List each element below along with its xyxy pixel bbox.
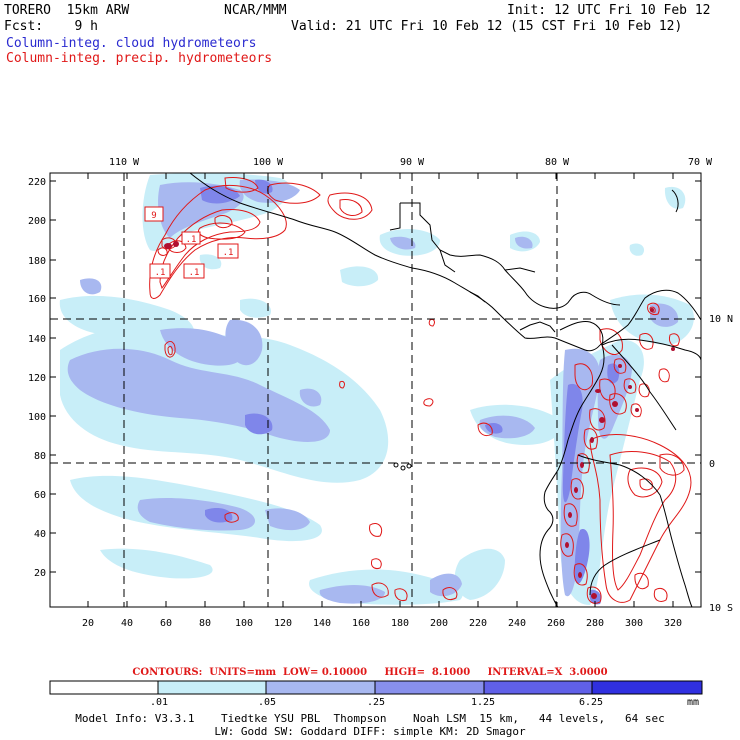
colorbar-seg-1 xyxy=(157,680,267,695)
x-tick-280: 280 xyxy=(586,618,604,629)
map-area: 9 .1 .1 .1 .1 xyxy=(50,173,701,607)
colorbar-label-125: 1.25 xyxy=(471,697,496,708)
x-tick-320: 320 xyxy=(664,618,682,629)
lat-label-0: 0 xyxy=(709,459,715,470)
x-tick-100: 100 xyxy=(235,618,253,629)
precip-contours xyxy=(149,177,692,604)
x-tick-120: 120 xyxy=(274,618,292,629)
x-tick-80: 80 xyxy=(199,618,211,629)
init-time: Init: 12 UTC Fri 10 Feb 12 xyxy=(507,3,711,18)
lon-label-90w: 90 W xyxy=(400,157,425,168)
x-tick-140: 140 xyxy=(313,618,331,629)
lon-label-70w: 70 W xyxy=(688,157,713,168)
x-tick-220: 220 xyxy=(469,618,487,629)
contour-label-boxes: 9 .1 .1 .1 .1 xyxy=(144,206,239,279)
precip-cores xyxy=(164,241,675,599)
y-tick-40: 40 xyxy=(34,529,46,540)
x-tick-160: 160 xyxy=(352,618,370,629)
lon-label-80w: 80 W xyxy=(545,157,570,168)
cloud-shading-dark xyxy=(200,179,620,605)
y-tick-80: 80 xyxy=(34,451,46,462)
colorbar-unit: mm xyxy=(687,697,700,708)
lon-label-110w: 110 W xyxy=(109,157,140,168)
y-tick-160: 160 xyxy=(28,294,46,305)
colorbar-label-025: .25 xyxy=(367,697,386,708)
x-tick-180: 180 xyxy=(391,618,409,629)
y-tick-200: 200 xyxy=(28,216,46,227)
colorbar-seg-4 xyxy=(483,680,593,695)
colorbar-label-625: 6.25 xyxy=(579,697,604,708)
field-precip-label: Column-integ. precip. hydrometeors xyxy=(6,51,273,66)
y-tick-140: 140 xyxy=(28,334,46,345)
y-tick-60: 60 xyxy=(34,490,46,501)
coastlines xyxy=(189,173,701,607)
colorbar-seg-5 xyxy=(591,680,703,695)
y-tick-220: 220 xyxy=(28,177,46,188)
x-tick-260: 260 xyxy=(547,618,565,629)
colorbar-seg-2 xyxy=(265,680,376,695)
valid-time: Valid: 21 UTC Fri 10 Feb 12 (15 CST Fri … xyxy=(291,19,683,34)
lat-label-10s: 10 S xyxy=(709,603,733,614)
colorbar-label-005: .05 xyxy=(258,697,277,708)
colorbar-label-001: .01 xyxy=(150,697,169,708)
field-cloud-label: Column-integ. cloud hydrometeors xyxy=(6,36,257,51)
map-frame xyxy=(49,172,702,608)
y-tick-100: 100 xyxy=(28,412,46,423)
colorbar-seg-0 xyxy=(49,680,159,695)
colorbar-seg-3 xyxy=(374,680,485,695)
model-info-line2: LW: Godd SW: Goddard DIFF: simple KM: 2D… xyxy=(214,725,526,738)
y-axis-ticks: 220 200 180 160 140 120 100 80 60 40 20 xyxy=(28,177,46,579)
forecast-hour: Fcst: 9 h xyxy=(4,19,98,34)
grid-lines xyxy=(50,173,701,607)
contour-label-a: .1 xyxy=(155,268,166,278)
lat-label-10n: 10 N xyxy=(709,314,733,325)
y-tick-180: 180 xyxy=(28,256,46,267)
x-tick-40: 40 xyxy=(121,618,133,629)
x-tick-240: 240 xyxy=(508,618,526,629)
x-tick-60: 60 xyxy=(160,618,172,629)
contours-info: CONTOURS: UNITS=mm LOW= 0.10000 HIGH= 8.… xyxy=(132,667,608,678)
x-tick-20: 20 xyxy=(82,618,94,629)
x-tick-200: 200 xyxy=(430,618,448,629)
contour-label-b: .1 xyxy=(189,268,200,278)
y-tick-20: 20 xyxy=(34,568,46,579)
lon-label-100w: 100 W xyxy=(253,157,284,168)
model-info-line1: Model Info: V3.3.1 Tiedtke YSU PBL Thomp… xyxy=(75,712,665,725)
contour-label-9: 9 xyxy=(151,211,156,221)
y-tick-120: 120 xyxy=(28,373,46,384)
x-tick-300: 300 xyxy=(625,618,643,629)
contour-label-c: .1 xyxy=(223,248,234,258)
x-axis-ticks: 20 40 60 80 100 120 140 160 180 200 220 … xyxy=(82,618,682,629)
center-label: NCAR/MMM xyxy=(224,3,287,18)
colorbar xyxy=(49,680,703,695)
model-title: TORERO 15km ARW xyxy=(4,3,130,18)
contour-label-d: .1 xyxy=(186,235,197,245)
frame-ticks xyxy=(50,173,701,607)
